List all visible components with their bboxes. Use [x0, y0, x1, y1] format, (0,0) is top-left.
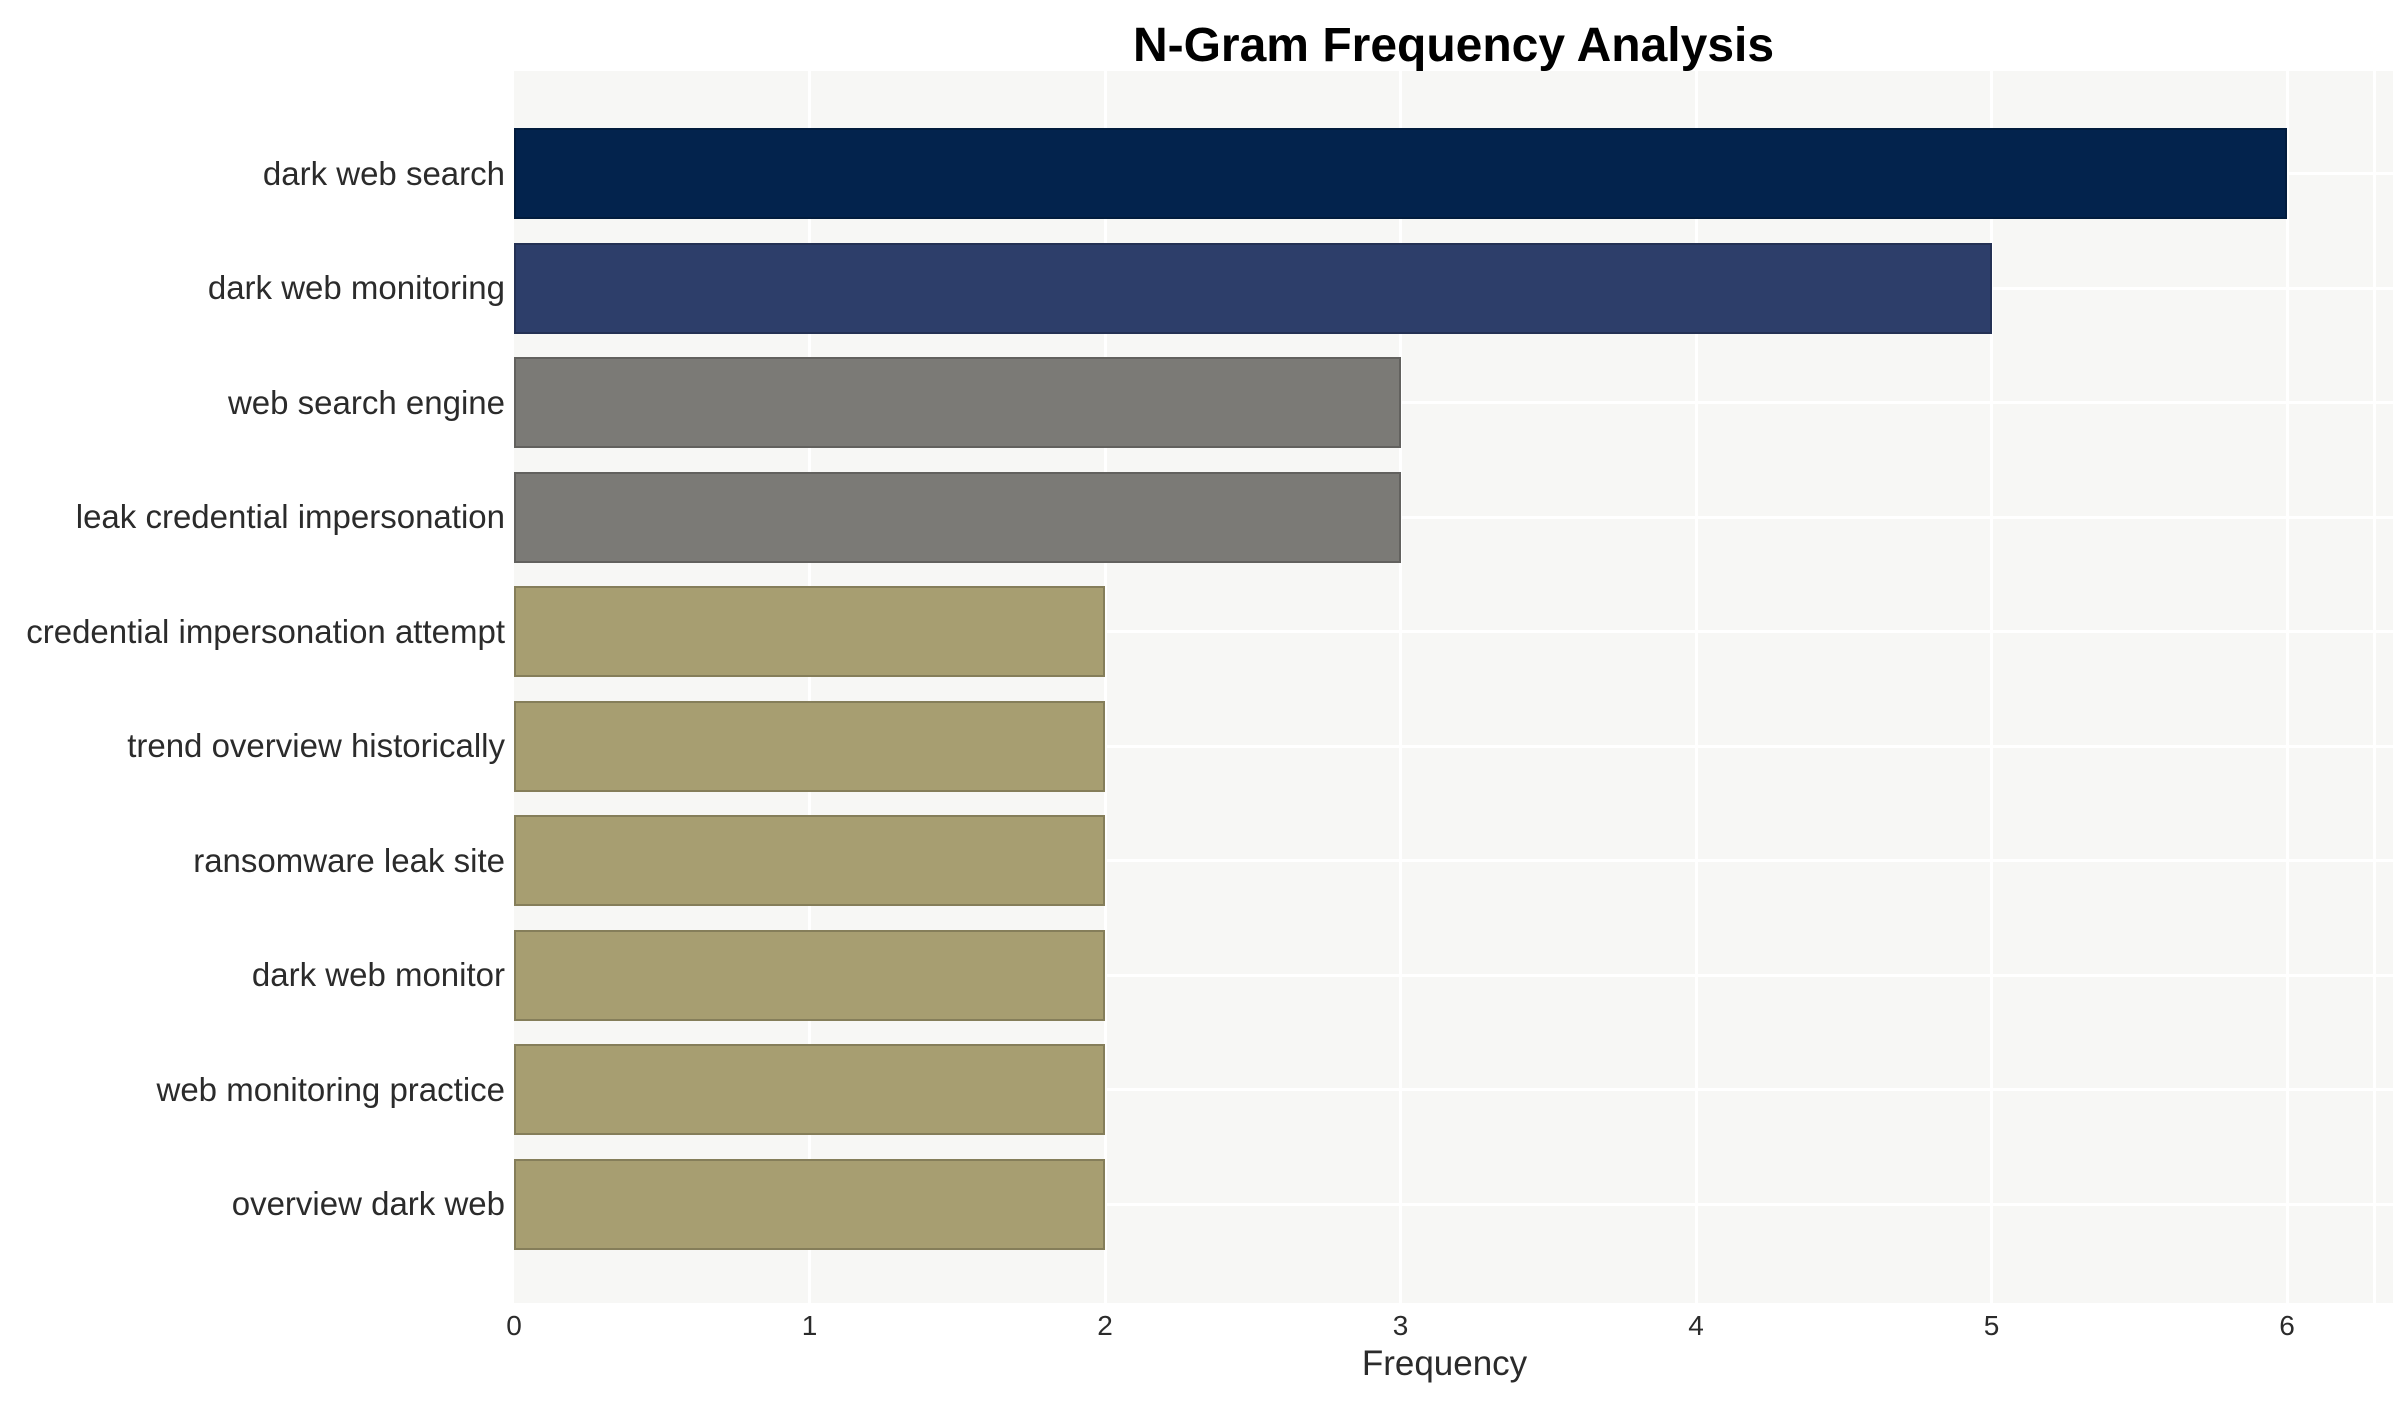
y-gridline	[514, 859, 2393, 863]
x-gridline	[1399, 71, 1402, 1303]
category-label: overview dark web	[231, 1185, 505, 1223]
x-gridline	[1103, 71, 1107, 1303]
y-gridline	[514, 630, 2393, 634]
bar	[514, 471, 1401, 563]
category-label: web monitoring practice	[156, 1070, 506, 1108]
x-tick-label: 0	[506, 1310, 522, 1341]
x-tick-label: 1	[801, 1310, 818, 1341]
category-label: web search engine	[227, 383, 505, 421]
y-gridline	[514, 515, 2393, 519]
bar	[514, 1044, 1105, 1136]
bar	[514, 128, 2287, 219]
y-gridline	[514, 1202, 2393, 1206]
x-tick-label: 6	[2279, 1310, 2295, 1341]
x-tick-label: 3	[1392, 1310, 1409, 1341]
category-label: ransomware leak site	[193, 841, 505, 879]
category-label: credential impersonation attempt	[26, 612, 505, 650]
bar	[514, 1158, 1105, 1250]
x-gridline	[808, 71, 811, 1303]
bar	[514, 929, 1105, 1021]
x-tick-label: 2	[1097, 1310, 1113, 1341]
y-gridline	[514, 1088, 2393, 1092]
plot-area	[514, 71, 2393, 1303]
bar	[514, 815, 1105, 907]
bar	[514, 586, 1105, 678]
x-axis-title: Frequency	[1361, 1344, 1528, 1383]
bar	[514, 700, 1105, 792]
x-tick-label: 5	[1983, 1310, 2000, 1341]
x-gridline	[1990, 71, 1993, 1303]
category-label: trend overview historically	[127, 727, 505, 765]
plot-right-gridline	[2373, 71, 2376, 1303]
x-gridline	[2285, 71, 2289, 1303]
bar	[514, 242, 1992, 334]
y-gridline	[514, 401, 2393, 405]
y-gridline	[514, 973, 2393, 977]
y-gridline	[514, 744, 2393, 748]
chart-title: N-Gram Frequency Analysis	[1132, 19, 1775, 72]
x-tick-label: 4	[1688, 1310, 1704, 1341]
category-label: dark web search	[262, 154, 505, 192]
x-gridline	[1694, 71, 1698, 1303]
category-label: leak credential impersonation	[75, 498, 505, 536]
bar	[514, 357, 1401, 449]
category-label: dark web monitoring	[207, 269, 505, 307]
category-label: dark web monitor	[251, 956, 505, 994]
